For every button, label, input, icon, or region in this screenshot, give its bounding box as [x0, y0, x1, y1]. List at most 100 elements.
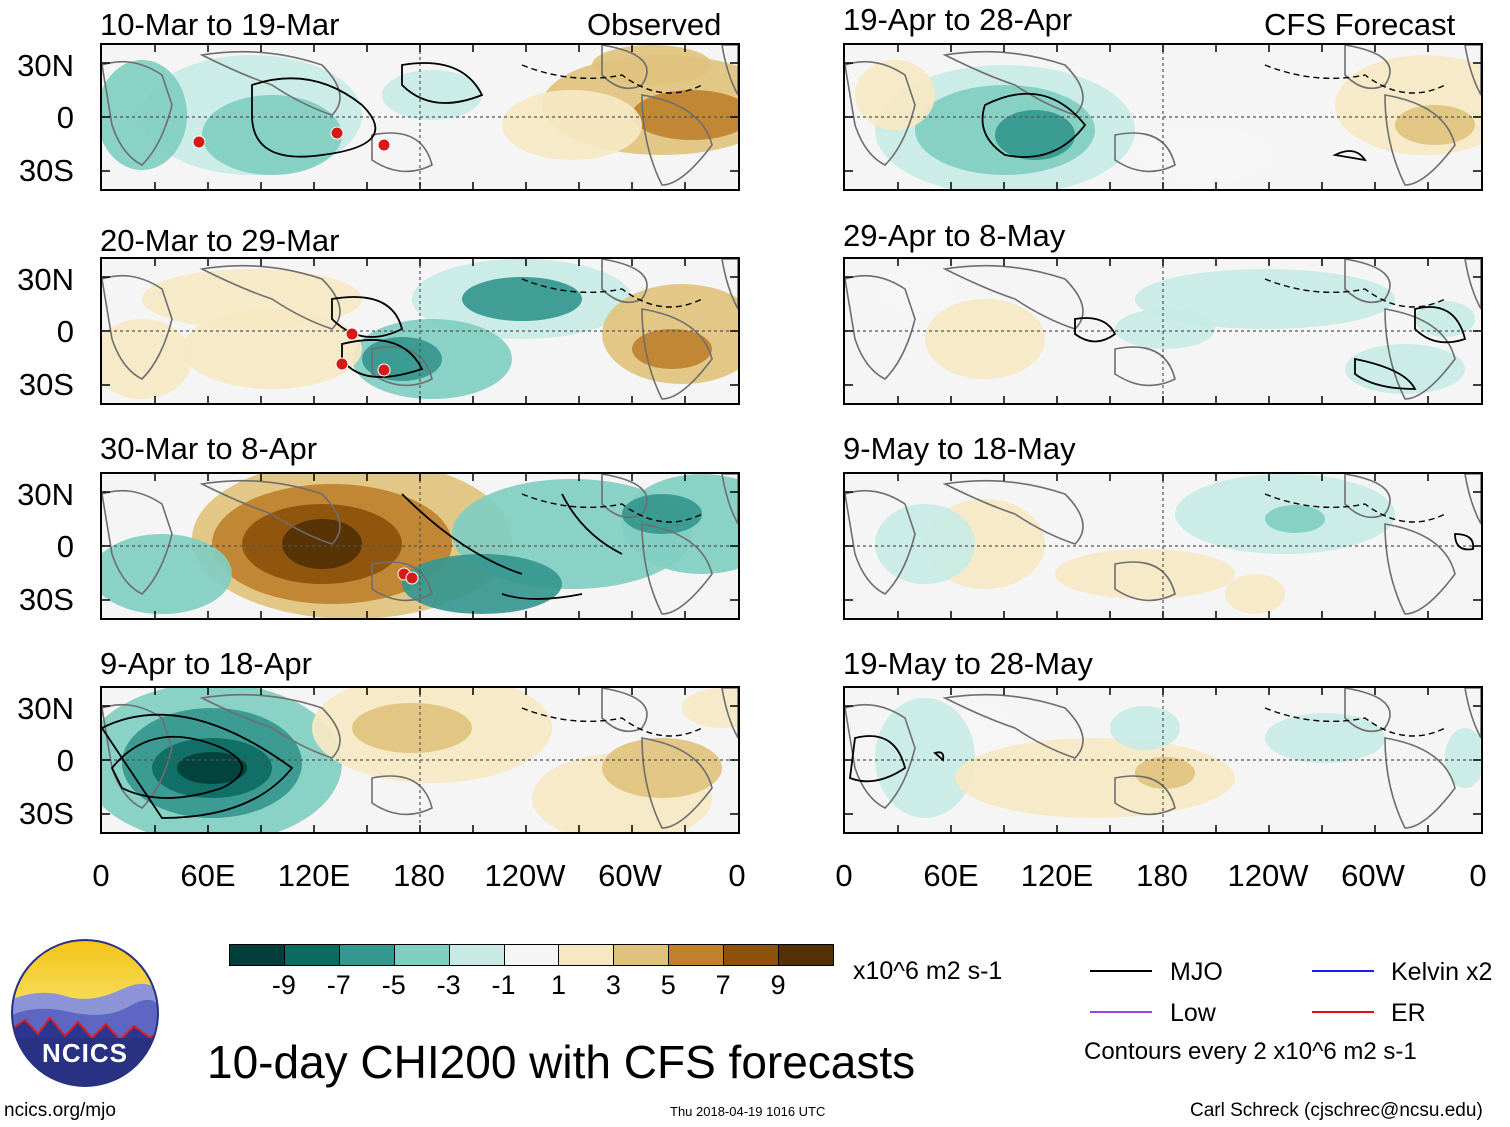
- storm-marker: [330, 126, 344, 140]
- colorbar-tick-label: 1: [550, 970, 566, 1000]
- colorbar-swatch: [448, 944, 505, 966]
- coastline: [601, 259, 648, 304]
- colorbar-swatch: [503, 944, 560, 966]
- mjo-contour-dashed: [1264, 278, 1446, 308]
- anomaly-region: [1055, 549, 1235, 599]
- coastline: [1464, 259, 1481, 310]
- mjo-contour: [1454, 533, 1475, 551]
- mjo-contour: [401, 493, 623, 600]
- panel-title-obs2: 20-Mar to 29-Mar: [100, 223, 340, 258]
- lat-tick-0: 0: [56, 529, 74, 564]
- lon-tick: 0: [92, 858, 110, 893]
- colorbar-tick-label: -3: [436, 970, 461, 1000]
- colorbar-swatch: [338, 944, 395, 966]
- colorbar-swatch: [668, 944, 725, 966]
- map-svg: [845, 688, 1481, 832]
- mjo-contour-dashed: [521, 64, 703, 94]
- legend-line-mjo: [1090, 970, 1152, 972]
- legend-label-er: ER: [1391, 999, 1426, 1027]
- lat-tick-30s: 30S: [18, 153, 74, 188]
- colorbar-tick-label: 7: [715, 970, 731, 1000]
- anomaly-region: [632, 90, 738, 140]
- anomaly-region: [632, 329, 712, 369]
- map-panel-obs2: [100, 257, 740, 405]
- map-svg: [102, 474, 738, 618]
- coastline: [1344, 259, 1391, 304]
- mjo-contour: [933, 751, 945, 762]
- panel-title-obs1: 10-Mar to 19-Mar: [100, 7, 340, 42]
- observed-label: Observed: [587, 7, 722, 42]
- lon-tick: 60E: [923, 858, 979, 893]
- coastline: [1464, 474, 1481, 525]
- colorbar-swatch: [229, 944, 285, 966]
- panel-title-fc4: 19-May to 28-May: [843, 646, 1093, 681]
- anomaly-region: [1135, 269, 1395, 329]
- coastline: [942, 479, 1084, 545]
- lat-tick-30s: 30S: [18, 796, 74, 831]
- legend-label-mjo: MJO: [1170, 958, 1223, 986]
- coastline: [102, 60, 173, 166]
- anomaly-region: [462, 277, 582, 321]
- mjo-contour: [981, 92, 1087, 158]
- mjo-contour: [1354, 357, 1417, 390]
- coastline: [721, 688, 738, 739]
- footer-timestamp: Thu 2018-04-19 1016 UTC: [670, 1104, 826, 1119]
- anomaly-region: [1110, 706, 1180, 750]
- colorbar-swatch: [283, 944, 340, 966]
- mjo-contour-dashed: [521, 707, 703, 737]
- coastline: [1344, 688, 1391, 733]
- panel-title-fc1: 19-Apr to 28-Apr: [843, 2, 1073, 37]
- mjo-contour-dashed: [1264, 493, 1446, 523]
- footer-url[interactable]: ncics.org/mjo: [4, 1100, 116, 1121]
- coastline: [942, 50, 1084, 116]
- coastline: [721, 259, 738, 310]
- storm-marker: [377, 138, 391, 152]
- anomaly-region: [592, 45, 712, 85]
- colorbar-tick-label: 5: [660, 970, 676, 1000]
- mjo-contour: [102, 713, 294, 819]
- map-svg: [845, 259, 1481, 403]
- mjo-contour: [401, 62, 484, 104]
- coastline: [199, 264, 341, 330]
- mjo-contour: [251, 77, 377, 158]
- map-panel-fc2: [843, 257, 1483, 405]
- coastline: [1114, 346, 1176, 387]
- legend-label-low: Low: [1170, 999, 1216, 1027]
- lon-tick: 120E: [277, 858, 351, 893]
- storm-marker: [405, 571, 419, 585]
- mjo-contour: [1414, 306, 1467, 344]
- panel-title-fc2: 29-Apr to 8-May: [843, 218, 1066, 253]
- storm-marker: [345, 327, 359, 341]
- coastline: [1384, 737, 1456, 829]
- coastline: [371, 561, 433, 602]
- coastline: [199, 479, 341, 545]
- mjo-contour: [849, 735, 907, 783]
- coastline: [102, 489, 173, 595]
- coastline: [371, 132, 433, 173]
- mjo-contour-dashed: [1264, 707, 1446, 737]
- anomaly-region: [855, 60, 935, 130]
- coastline: [641, 737, 713, 829]
- coastline: [845, 274, 916, 380]
- anomaly-region: [502, 90, 642, 160]
- coastline: [601, 45, 648, 90]
- coastline: [641, 308, 713, 400]
- coastline: [1384, 308, 1456, 400]
- coastline: [942, 264, 1084, 330]
- anomaly-region: [1115, 309, 1215, 349]
- coastline: [1384, 523, 1456, 615]
- coastline: [102, 274, 173, 380]
- anomaly-region: [1415, 301, 1475, 337]
- forecast-label: CFS Forecast: [1264, 7, 1456, 42]
- panel-title-obs4: 9-Apr to 18-Apr: [100, 646, 312, 681]
- coastline: [102, 703, 173, 809]
- storm-marker: [192, 135, 206, 149]
- anomaly-region: [102, 319, 192, 399]
- coastline: [371, 346, 433, 387]
- lat-tick-0: 0: [56, 314, 74, 349]
- coastline: [1384, 94, 1456, 186]
- lon-tick: 60E: [180, 858, 236, 893]
- storm-marker: [377, 363, 391, 377]
- panel-title-obs3: 30-Mar to 8-Apr: [100, 431, 318, 466]
- anomaly-region: [602, 738, 722, 798]
